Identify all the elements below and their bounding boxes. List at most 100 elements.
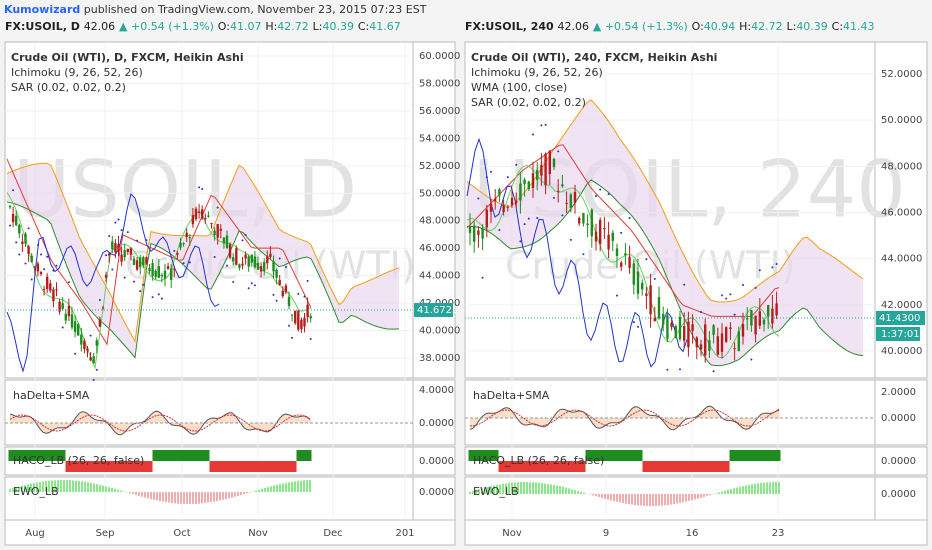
ewo-bar bbox=[529, 482, 531, 494]
last-price-box bbox=[876, 311, 925, 325]
ewo-bar bbox=[763, 482, 765, 494]
sar-dot bbox=[540, 124, 543, 127]
sar-dot bbox=[303, 295, 306, 298]
haco-bar bbox=[609, 450, 613, 461]
ewo-bar bbox=[580, 491, 582, 494]
ewo-bar bbox=[309, 480, 311, 492]
ewo-bar bbox=[631, 494, 633, 505]
candle-body bbox=[259, 266, 263, 272]
haco-bar bbox=[684, 461, 688, 472]
sar-dot bbox=[288, 324, 290, 327]
candle-body bbox=[228, 244, 232, 258]
ewo-bar bbox=[54, 480, 56, 492]
time-label: Oct bbox=[173, 528, 190, 539]
haco-bar bbox=[77, 461, 81, 472]
ewo-bar bbox=[18, 486, 20, 492]
candle-body bbox=[741, 324, 745, 337]
ewo-bar bbox=[216, 492, 218, 502]
haco-bar bbox=[251, 461, 255, 472]
ewo-bar bbox=[294, 481, 296, 492]
candle-body bbox=[272, 261, 275, 272]
haco-bar bbox=[711, 461, 715, 472]
haco-bar bbox=[495, 450, 499, 461]
ewo-bar bbox=[42, 481, 44, 492]
price-label: 54.0000 bbox=[419, 133, 460, 144]
ewo-bar bbox=[715, 493, 717, 494]
candle-body bbox=[284, 285, 288, 293]
ewo-bar bbox=[258, 489, 260, 492]
haco-bar bbox=[242, 461, 246, 472]
ewo-bar bbox=[583, 492, 585, 494]
candle-body bbox=[263, 261, 266, 271]
candle-body bbox=[132, 258, 136, 265]
ichimoku-cloud bbox=[7, 163, 399, 358]
candle-body bbox=[95, 340, 98, 346]
ohlc-label: O: bbox=[218, 20, 230, 33]
ewo-bar bbox=[505, 483, 507, 494]
ewo-bar bbox=[66, 480, 68, 492]
sar-dot bbox=[721, 294, 723, 297]
candle-body bbox=[523, 179, 526, 184]
ewo-bar bbox=[493, 485, 495, 494]
sar-dot bbox=[36, 244, 39, 247]
candle-body bbox=[148, 268, 151, 272]
ewo-bar bbox=[556, 485, 558, 494]
sar-dot bbox=[117, 218, 120, 221]
haco-bar bbox=[669, 461, 673, 472]
ewo-bar bbox=[90, 482, 92, 492]
haco-bar bbox=[567, 461, 571, 472]
ewo-bar bbox=[742, 486, 744, 494]
ewo-bar bbox=[165, 492, 167, 503]
haco-bar bbox=[498, 461, 502, 472]
candle-body bbox=[24, 233, 27, 244]
haco-bar bbox=[104, 461, 108, 472]
ewo-bar bbox=[673, 494, 675, 505]
haco-bar bbox=[573, 461, 577, 472]
candle-body bbox=[762, 319, 766, 325]
candle-body bbox=[687, 321, 690, 348]
ewo-bar bbox=[754, 483, 756, 494]
candle-body bbox=[176, 253, 179, 255]
symbol-line: FX:USOIL, 240 42.06 ▲ +0.54 (+1.3%) O:40… bbox=[465, 20, 875, 33]
sar-dot bbox=[519, 240, 522, 243]
haco-bar bbox=[708, 461, 712, 472]
pane-axis-label: 0.0000 bbox=[881, 489, 916, 500]
ewo-bar bbox=[36, 482, 38, 492]
ewo-bar bbox=[571, 489, 573, 494]
haco-bar bbox=[182, 450, 186, 461]
candle-body bbox=[55, 289, 58, 291]
span-a bbox=[6, 162, 400, 343]
candle-body bbox=[253, 256, 257, 268]
ewo-bar bbox=[706, 494, 708, 497]
ewo-bar bbox=[279, 484, 281, 492]
sar-dot bbox=[142, 283, 145, 286]
candle-body bbox=[139, 257, 142, 268]
sar-dot bbox=[226, 264, 228, 267]
haco-bar bbox=[17, 450, 21, 461]
ewo-bar bbox=[225, 492, 227, 500]
haco-bar bbox=[717, 461, 721, 472]
price-label: 52.0000 bbox=[419, 161, 460, 172]
candle-body bbox=[33, 266, 36, 268]
ewo-bar bbox=[766, 482, 768, 494]
ewo-bar bbox=[724, 490, 726, 494]
author[interactable]: Kumowizard bbox=[4, 3, 80, 16]
candle-body bbox=[477, 230, 480, 235]
haco-bar bbox=[155, 450, 159, 461]
candle-body bbox=[117, 244, 120, 252]
time-label: 9 bbox=[603, 528, 609, 539]
haco-bar bbox=[741, 450, 745, 461]
haco-bar bbox=[699, 461, 703, 472]
haco-bar bbox=[726, 461, 730, 472]
ewo-bar bbox=[222, 492, 224, 500]
haco-bar bbox=[705, 461, 709, 472]
candle-body bbox=[502, 204, 505, 213]
pane-name: HACO_LB (26, 26, false) bbox=[473, 454, 604, 467]
candle-body bbox=[11, 213, 15, 223]
sar-dot bbox=[653, 277, 656, 280]
candle-body bbox=[708, 340, 711, 351]
haco-bar bbox=[302, 450, 306, 461]
ewo-bar bbox=[538, 482, 540, 494]
sar-dot bbox=[244, 233, 247, 236]
ewo-bar bbox=[177, 492, 179, 504]
